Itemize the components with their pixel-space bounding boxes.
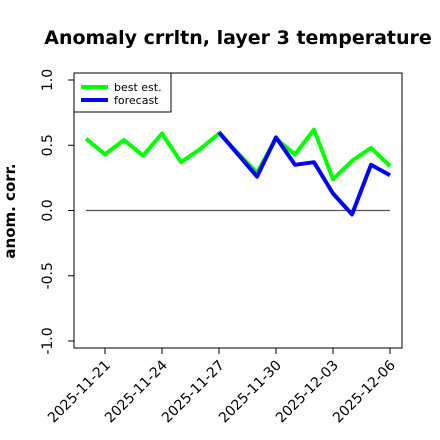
chart-title: Anomaly crrltn, layer 3 temperature (44, 27, 432, 49)
y-tick-label: -1.0 (40, 327, 56, 354)
legend-entry: best est. (114, 81, 162, 94)
y-tick-label: -0.5 (40, 262, 56, 289)
series-layer (84, 127, 392, 217)
y-tick-label: 0.5 (40, 134, 56, 156)
legend-box (73, 72, 172, 113)
y-axis: -1.0 -0.5 0.0 0.5 1.0 (40, 69, 74, 355)
legend-entry: forecast (114, 94, 159, 107)
y-tick-label: 1.0 (40, 69, 56, 91)
legend: best est.forecast (73, 72, 172, 113)
series-line-forecast (217, 130, 391, 217)
y-tick-label: 0.0 (40, 199, 56, 221)
x-axis: 2025-11-212025-11-242025-11-272025-11-30… (45, 348, 399, 426)
y-axis-label: anom. corr. (1, 163, 19, 258)
